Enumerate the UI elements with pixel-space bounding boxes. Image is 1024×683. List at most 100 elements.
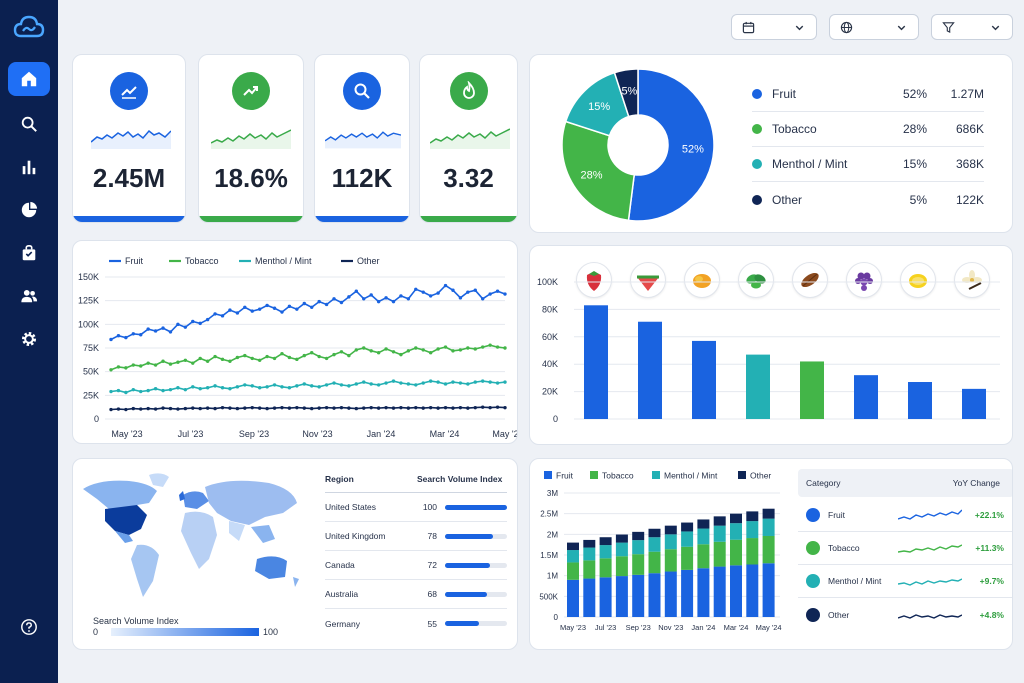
data-point [480,345,485,349]
trending-line-icon [121,86,137,99]
nav-help[interactable] [8,610,50,644]
kpi-sparkline [211,129,291,149]
data-point [451,288,455,292]
share-value: 1.27M [950,87,984,101]
region-bar-fill [445,591,488,597]
data-point [265,303,269,308]
legend-dot [752,89,762,99]
y-tick-label: 2M [547,530,558,539]
region-row[interactable]: Australia 68 [325,580,507,609]
data-point [458,381,463,385]
nav-users[interactable] [8,279,50,313]
y-tick-label: 60K [542,332,558,342]
region-filter-dropdown[interactable] [829,14,919,40]
stack-segment-tobacco [697,544,710,569]
nav-products[interactable] [8,236,50,270]
data-point [176,386,180,390]
data-point [324,405,329,410]
category-share-donut-chart[interactable]: 52% 28% 15% 5% [560,67,716,223]
yoy-row-menthol-mint[interactable]: Menthol / Mint +9.7% [798,565,1012,598]
stack-segment-menthol-mint [762,518,775,536]
nav-settings[interactable] [8,322,50,356]
data-point [250,384,254,388]
data-point [272,306,277,310]
region-index: 78 [427,531,437,541]
donut-data-label: 52% [682,143,704,155]
kpi-card-2[interactable]: 18.6% [198,54,304,223]
yoy-row-fruit[interactable]: Fruit +22.1% [798,499,1012,532]
kpi-card-1[interactable]: 2.45M [72,54,186,223]
data-point [191,406,195,410]
nav-reports[interactable] [8,193,50,227]
flavor-bar-chart[interactable]: 100K 80K 60K 40K 20K 0 [530,246,1013,445]
stack-segment-fruit [762,563,775,617]
stack-segment-tobacco [681,546,694,570]
data-point [183,387,188,392]
data-point [310,351,314,355]
chevron-down-icon [897,25,906,30]
nav-analytics[interactable] [8,150,50,184]
share-row-tobacco[interactable]: Tobacco 28% 686K [752,112,984,147]
data-point [376,351,381,355]
share-row-other[interactable]: Other 5% 122K [752,182,984,217]
data-point [153,407,158,411]
data-point [153,387,158,391]
region-row[interactable]: Canada 72 [325,551,507,580]
nav-search[interactable] [8,107,50,141]
data-point [124,366,128,370]
legend-swatch [652,471,660,479]
shopping-bag-icon [22,244,36,261]
data-point [384,296,388,300]
legend-label: Menthol / Mint [255,256,312,266]
data-point [168,406,173,411]
data-point [124,390,128,395]
trending-up-icon [243,86,258,96]
data-point [257,358,262,363]
data-point [480,379,485,383]
share-pct: 28% [902,122,927,136]
kpi-card-4[interactable]: 3.32 [419,54,518,223]
region-row[interactable]: Germany 55 [325,609,507,638]
yoy-row-other[interactable]: Other +4.8% [798,598,1012,631]
data-point [354,348,359,352]
category-filter-dropdown[interactable] [931,14,1013,40]
stack-segment-tobacco [567,562,579,580]
data-point [243,383,247,387]
region-row[interactable]: United States 100 [325,493,507,522]
search-trend-line-chart[interactable]: 150K 125K 100K 75K 50K 25K 0 May '23 Jul '23 Sep … [73,241,518,444]
data-point [369,405,373,410]
kpi-sparkline [430,128,510,149]
yoy-table: Category YoY Change Fruit +22.1% Tobacco… [798,469,1012,639]
data-point [191,385,195,389]
bar-mango [692,340,716,419]
kpi-icon-badge [232,72,270,110]
share-row-fruit[interactable]: Fruit 52% 1.27M [752,77,984,112]
share-row-menthol-mint[interactable]: Menthol / Mint 15% 368K [752,147,984,182]
region-name: Canada [325,560,355,570]
region-row[interactable]: United Kingdom 78 [325,522,507,551]
data-point [295,307,299,311]
data-point [428,379,433,383]
data-point [384,347,388,351]
region-index: 55 [427,618,437,629]
kpi-card-3[interactable]: 112K [314,54,410,223]
yoy-row-tobacco[interactable]: Tobacco +11.3% [798,532,1012,565]
data-point [176,322,180,327]
region-index: 100 [422,502,437,512]
mint-icon [806,574,820,588]
data-point [458,405,463,410]
stack-segment-tobacco [599,558,612,578]
stack-segment-fruit [648,573,661,617]
share-name: Fruit [772,87,796,101]
y-tick-label: 0 [553,414,558,424]
stack-segment-other [567,542,579,551]
data-point [295,384,299,388]
stack-segment-other [697,519,710,529]
world-map[interactable] [79,469,315,607]
date-filter-dropdown[interactable] [731,14,817,40]
data-point [220,386,225,390]
x-tick-label: Jul '23 [178,429,204,439]
stacked-volume-bar-chart[interactable]: 3M 2.5M 2M 1.5M 1M 500K 0 Fruit Tobacco Menthol /… [530,459,790,650]
nav-home[interactable] [8,62,50,96]
data-point [131,332,136,336]
